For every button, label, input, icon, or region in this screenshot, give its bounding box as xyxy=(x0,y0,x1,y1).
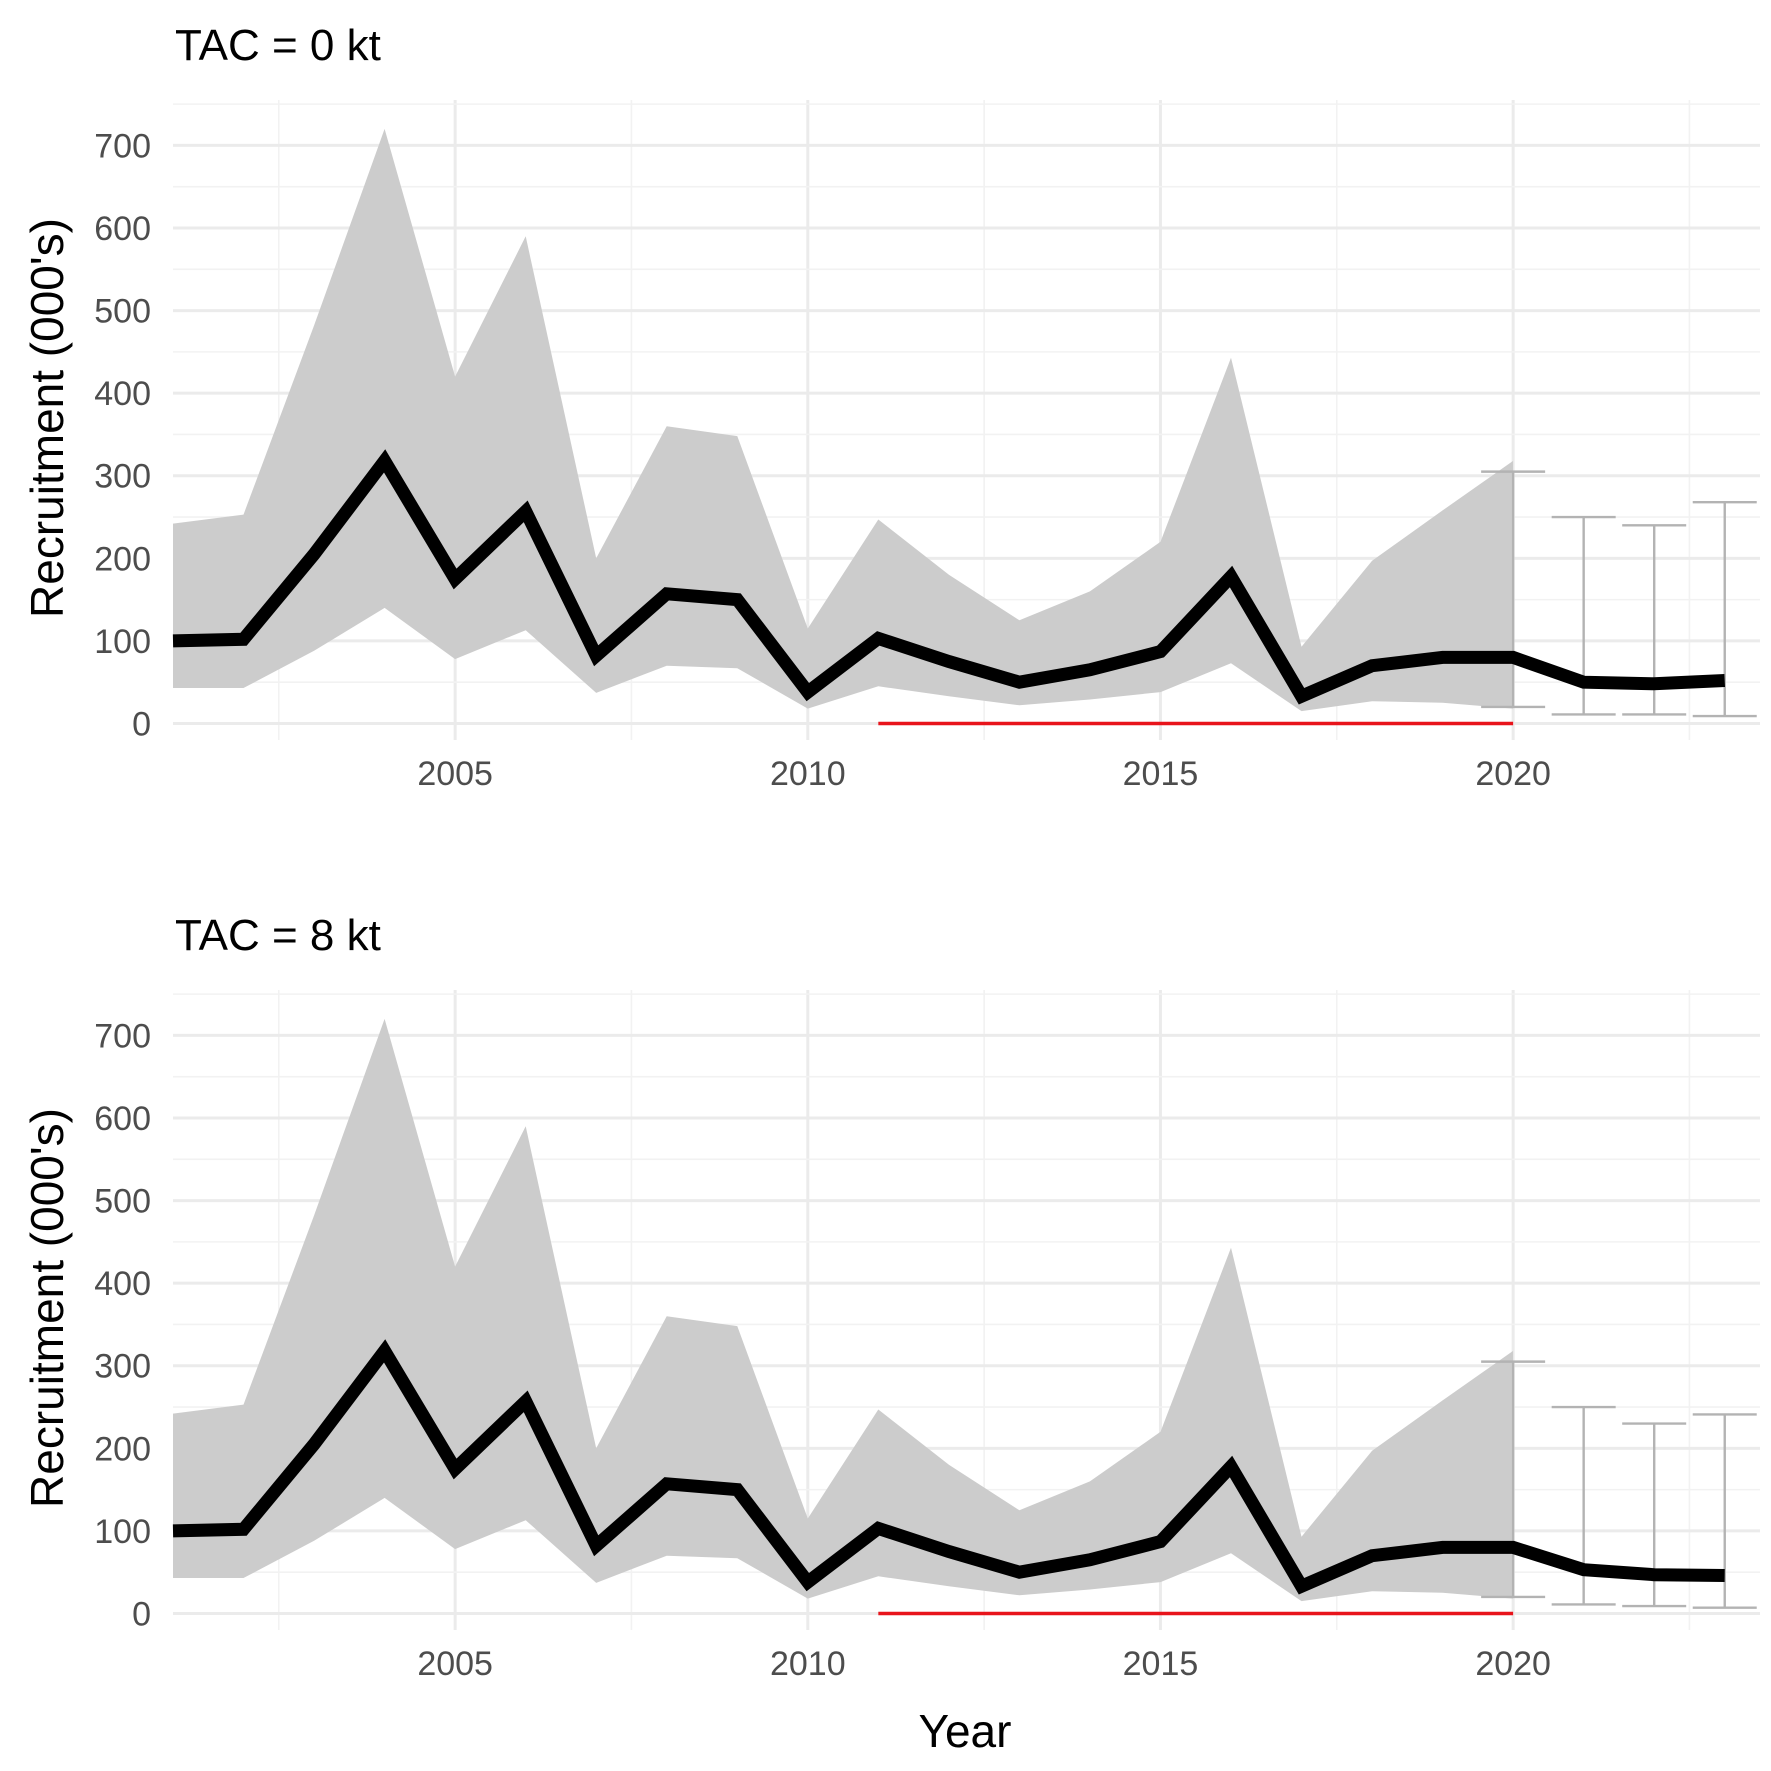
panel-tac-8kt: TAC = 8 kt Recruitment (000's) 0 100 200 30… xyxy=(21,911,1760,1683)
confidence-ribbon xyxy=(173,1018,1514,1602)
x-tick-label: 2015 xyxy=(1123,755,1199,793)
y-axis-ticks: 0 100 200 300 400 500 600 700 xyxy=(94,1017,151,1633)
y-axis-ticks: 0 100 200 300 400 500 600 700 xyxy=(94,127,151,743)
y-tick-label: 100 xyxy=(94,1513,151,1551)
x-tick-label: 2020 xyxy=(1475,1645,1551,1683)
x-tick-label: 2005 xyxy=(417,755,493,793)
median-series xyxy=(172,449,1726,705)
x-axis-title: Year xyxy=(919,1705,1012,1757)
y-tick-label: 500 xyxy=(94,1183,151,1221)
median-series xyxy=(172,1339,1725,1595)
x-tick-label: 2005 xyxy=(417,1645,493,1683)
y-tick-label: 500 xyxy=(94,293,151,331)
x-tick-label: 2015 xyxy=(1123,1645,1199,1683)
confidence-band xyxy=(173,128,1514,712)
x-tick-label: 2010 xyxy=(770,1645,846,1683)
confidence-band xyxy=(173,1018,1514,1602)
y-axis-title: Recruitment (000's) xyxy=(21,218,73,618)
y-tick-label: 400 xyxy=(94,375,151,413)
median-line xyxy=(172,1339,1725,1595)
y-tick-label: 100 xyxy=(94,623,151,661)
y-tick-label: 300 xyxy=(94,1348,151,1386)
y-tick-label: 700 xyxy=(94,1017,151,1055)
y-tick-label: 0 xyxy=(132,1595,151,1633)
y-tick-label: 400 xyxy=(94,1265,151,1303)
x-tick-label: 2010 xyxy=(770,755,846,793)
y-tick-label: 700 xyxy=(94,127,151,165)
panel-title: TAC = 8 kt xyxy=(175,911,381,960)
y-tick-label: 0 xyxy=(132,705,151,743)
y-tick-label: 300 xyxy=(94,458,151,496)
y-tick-label: 200 xyxy=(94,1430,151,1468)
y-tick-label: 600 xyxy=(94,1100,151,1138)
y-tick-label: 600 xyxy=(94,210,151,248)
projection-error-bars xyxy=(1481,1360,1757,1609)
median-line xyxy=(172,449,1726,705)
panel-title: TAC = 0 kt xyxy=(175,21,381,70)
y-axis-title: Recruitment (000's) xyxy=(21,1108,73,1508)
panel-tac-0kt: TAC = 0 kt Recruitment (000's) 0 100 200 30… xyxy=(21,21,1760,793)
x-axis-ticks: 2005 2010 2015 2020 xyxy=(417,1645,1551,1683)
confidence-ribbon xyxy=(173,128,1514,712)
x-axis-ticks: 2005 2010 2015 2020 xyxy=(417,755,1551,793)
x-tick-label: 2020 xyxy=(1475,755,1551,793)
y-tick-label: 200 xyxy=(94,540,151,578)
